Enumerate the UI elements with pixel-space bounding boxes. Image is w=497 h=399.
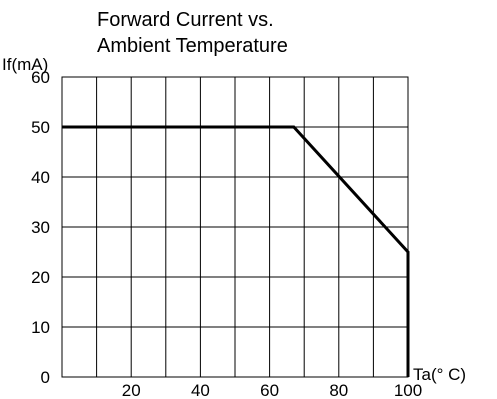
x-tick-labels: 20 40 60 80 100	[122, 381, 422, 399]
y-tick-label: 50	[31, 118, 50, 137]
grid-lines	[62, 77, 408, 377]
y-tick-label: 20	[31, 268, 50, 287]
series-line	[62, 125, 410, 377]
y-tick-label: 0	[41, 368, 50, 387]
chart-title-line-2: Ambient Temperature	[97, 35, 288, 57]
x-axis-label: Ta(° C)	[413, 365, 466, 384]
y-axis-label: If(mA)	[2, 55, 48, 74]
x-tick-label: 40	[191, 381, 210, 399]
y-tick-label: 40	[31, 168, 50, 187]
x-tick-label: 100	[394, 381, 422, 399]
x-tick-label: 80	[329, 381, 348, 399]
y-tick-label: 60	[31, 68, 50, 87]
y-tick-label: 30	[31, 218, 50, 237]
series-group	[62, 125, 410, 377]
chart-title-line-1: Forward Current vs.	[97, 9, 274, 31]
y-tick-labels: 0 10 20 30 40 50 60	[31, 68, 50, 387]
plot-border	[61, 76, 409, 378]
plot-frame	[61, 76, 409, 378]
x-tick-label: 60	[260, 381, 279, 399]
y-tick-label: 10	[31, 318, 50, 337]
x-tick-label: 20	[122, 381, 141, 399]
